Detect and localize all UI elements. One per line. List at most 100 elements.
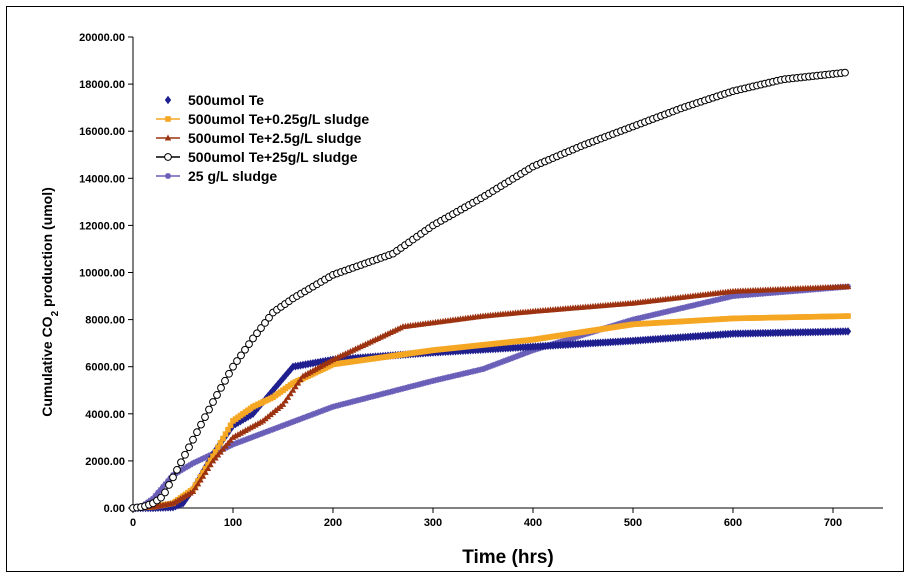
data-point bbox=[241, 345, 249, 354]
data-point bbox=[232, 440, 239, 447]
chart-frame bbox=[6, 6, 904, 572]
data-point bbox=[213, 391, 221, 399]
x-tick-label: 500 bbox=[624, 517, 642, 529]
y-tick-label: 4000.00 bbox=[85, 409, 125, 421]
data-point bbox=[275, 424, 281, 431]
x-tick-label: 0 bbox=[130, 517, 136, 529]
data-point bbox=[512, 353, 519, 360]
data-point bbox=[197, 420, 205, 429]
data-point bbox=[261, 318, 269, 327]
y-tick-label: 10000.00 bbox=[79, 268, 125, 280]
data-point bbox=[327, 404, 334, 411]
data-point bbox=[201, 413, 209, 421]
data-point bbox=[844, 327, 852, 336]
data-point bbox=[522, 350, 529, 357]
data-point bbox=[150, 495, 156, 502]
data-point bbox=[202, 468, 209, 475]
data-point bbox=[845, 313, 851, 319]
data-point bbox=[322, 406, 329, 413]
data-point bbox=[300, 415, 306, 422]
data-point bbox=[480, 366, 486, 373]
data-point bbox=[204, 465, 212, 472]
data-point bbox=[492, 361, 499, 368]
data-point bbox=[485, 364, 491, 371]
data-point bbox=[207, 461, 214, 468]
data-point bbox=[181, 450, 189, 459]
data-point bbox=[242, 436, 249, 443]
data-point bbox=[297, 376, 304, 383]
data-point bbox=[260, 430, 266, 437]
data-point bbox=[317, 408, 324, 415]
data-point bbox=[267, 427, 274, 434]
data-point bbox=[292, 383, 299, 390]
data-point bbox=[234, 418, 242, 427]
data-point bbox=[482, 365, 489, 372]
data-point bbox=[165, 477, 171, 484]
data-point bbox=[185, 443, 193, 452]
y-tick-label: 14000.00 bbox=[79, 173, 125, 185]
data-point bbox=[249, 334, 257, 343]
data-point bbox=[177, 458, 185, 467]
legend-label: 500umol Te+2.5g/L sludge bbox=[188, 130, 362, 146]
data-point bbox=[287, 419, 294, 426]
data-point bbox=[197, 476, 204, 483]
data-point bbox=[255, 431, 261, 438]
data-point bbox=[152, 492, 159, 499]
series-0 bbox=[129, 327, 852, 513]
data-point bbox=[527, 348, 534, 355]
data-point bbox=[179, 499, 187, 508]
data-point bbox=[225, 443, 231, 450]
data-point bbox=[247, 411, 254, 420]
x-tick-label: 400 bbox=[524, 517, 542, 529]
data-point bbox=[229, 362, 237, 371]
data-point bbox=[217, 440, 224, 446]
data-point bbox=[237, 438, 244, 445]
data-point bbox=[505, 356, 511, 363]
data-point bbox=[225, 369, 233, 378]
y-tick-label: 20000.00 bbox=[79, 32, 125, 44]
data-point bbox=[237, 351, 245, 360]
data-point bbox=[173, 465, 181, 474]
data-point bbox=[325, 405, 331, 412]
data-point bbox=[312, 410, 319, 417]
data-point bbox=[205, 453, 211, 460]
data-point bbox=[265, 428, 271, 435]
x-tick-label: 100 bbox=[224, 517, 242, 529]
data-point bbox=[510, 354, 516, 361]
data-point bbox=[195, 457, 201, 464]
data-point bbox=[240, 437, 246, 444]
legend-label: 25 g/L sludge bbox=[188, 168, 277, 184]
data-point bbox=[157, 493, 165, 502]
data-point bbox=[253, 329, 261, 338]
data-point bbox=[209, 398, 217, 406]
data-point bbox=[282, 397, 289, 404]
data-point bbox=[289, 386, 297, 393]
data-point bbox=[270, 426, 276, 433]
data-point bbox=[280, 422, 286, 429]
series-layer bbox=[129, 68, 852, 513]
data-point bbox=[189, 488, 197, 495]
data-point bbox=[295, 416, 301, 423]
data-point bbox=[495, 360, 501, 367]
data-point bbox=[189, 435, 197, 444]
data-point bbox=[197, 456, 204, 463]
y-tick-label: 2000.00 bbox=[85, 456, 125, 468]
data-point bbox=[285, 420, 291, 427]
data-point bbox=[235, 439, 241, 446]
data-point bbox=[310, 411, 316, 418]
data-point bbox=[161, 488, 169, 497]
legend-marker bbox=[164, 153, 172, 161]
legend-item: 500umol Te+0.25g/L sludge bbox=[156, 111, 369, 127]
data-point bbox=[190, 460, 196, 467]
data-point bbox=[265, 313, 273, 322]
data-point bbox=[217, 383, 225, 392]
data-point bbox=[257, 431, 264, 438]
data-point bbox=[202, 465, 209, 472]
data-point bbox=[225, 426, 231, 433]
legend-item: 25 g/L sludge bbox=[156, 168, 277, 184]
data-point bbox=[262, 429, 269, 436]
y-tick-label: 0.00 bbox=[104, 503, 125, 515]
data-point bbox=[233, 357, 241, 365]
data-point bbox=[157, 486, 164, 493]
